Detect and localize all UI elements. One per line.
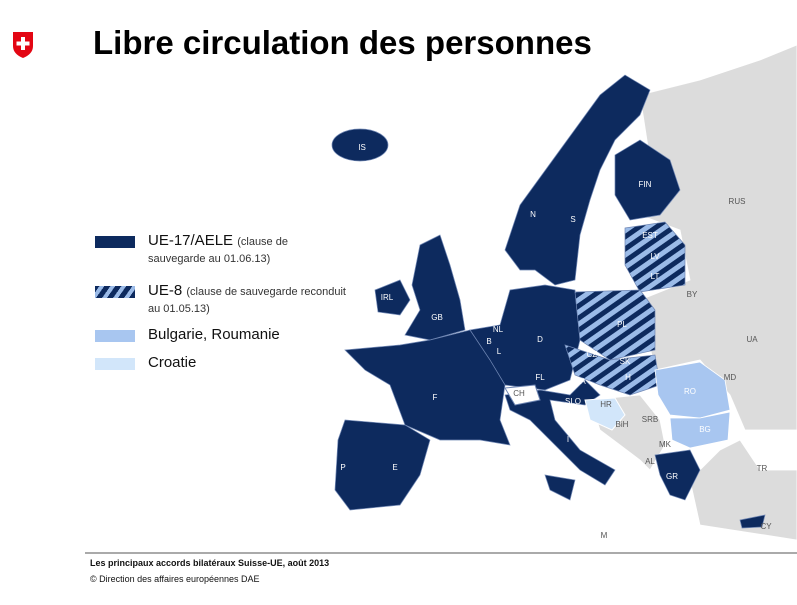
country-label: P: [340, 463, 345, 472]
country-label: N: [530, 210, 536, 219]
land-ue8: [564, 221, 686, 396]
country-label: NL: [493, 325, 504, 334]
land-hr: [584, 397, 626, 431]
country-label: SK: [620, 357, 631, 366]
country-label: B: [486, 337, 491, 346]
legend-note: (clause de sauvegarde reconduit au 01.05…: [148, 286, 346, 315]
swiss-logo: [13, 32, 33, 58]
title: Libre circulation des personnes: [93, 24, 592, 61]
country-label: PL: [617, 320, 627, 329]
legend-swatch: [95, 330, 135, 342]
country-label: F: [433, 393, 438, 402]
country-label: IRL: [381, 293, 394, 302]
country-label: BG: [699, 425, 711, 434]
legend-note: (clause de sauvegarde au 01.06.13): [148, 236, 288, 265]
country-label: TR: [757, 464, 768, 473]
country-label: CH: [513, 389, 525, 398]
country-label: H: [625, 373, 631, 382]
country-label: LT: [651, 272, 660, 281]
ch: [504, 384, 541, 406]
country-label: FL: [535, 373, 545, 382]
country-label: SLO: [565, 397, 581, 406]
country-label: L: [497, 347, 502, 356]
country-label: A: [580, 377, 586, 386]
legend-text: Bulgarie, Roumanie: [148, 327, 348, 343]
country-label: D: [537, 335, 543, 344]
country-label: CZ: [587, 350, 598, 359]
country-label: S: [570, 215, 575, 224]
country-label: M: [601, 531, 608, 540]
country-label: AL: [645, 457, 655, 466]
legend-text: UE-17/AELE (clause de sauvegarde au 01.0…: [148, 233, 348, 267]
footer-source: Les principaux accords bilatéraux Suisse…: [90, 558, 330, 568]
country-label: RO: [684, 387, 696, 396]
legend-text: UE-8 (clause de sauvegarde reconduit au …: [148, 283, 348, 317]
legend-label: Croatie: [148, 354, 197, 371]
legend-text: Croatie: [148, 355, 348, 371]
land-eu17: [331, 74, 766, 529]
country-label: GR: [666, 472, 678, 481]
country-label: RUS: [729, 197, 746, 206]
country-label: LV: [650, 252, 660, 261]
country-label: MK: [659, 440, 672, 449]
country-label: FIN: [639, 180, 652, 189]
footer-copyright: © Direction des affaires européennes DAE: [90, 574, 260, 584]
country-label: BiH: [616, 420, 629, 429]
country-label: GB: [431, 313, 443, 322]
country-label: MD: [724, 373, 737, 382]
country-label: SRB: [642, 415, 658, 424]
country-label: UA: [746, 335, 758, 344]
legend-label: UE-8: [148, 282, 183, 299]
country-label: CY: [760, 522, 772, 531]
country-label: BY: [687, 290, 698, 299]
country-label: IS: [358, 143, 366, 152]
country-label: HR: [600, 400, 612, 409]
land-bg-ro: [654, 361, 731, 449]
legend-swatch: [95, 286, 135, 298]
country-label: EST: [642, 231, 658, 240]
legend-swatch: [95, 236, 135, 248]
country-label: E: [392, 463, 397, 472]
country-label: I: [567, 435, 569, 444]
legend-swatch: [95, 358, 135, 370]
legend-label: UE-17/AELE: [148, 232, 234, 249]
legend-label: Bulgarie, Roumanie: [148, 326, 280, 343]
